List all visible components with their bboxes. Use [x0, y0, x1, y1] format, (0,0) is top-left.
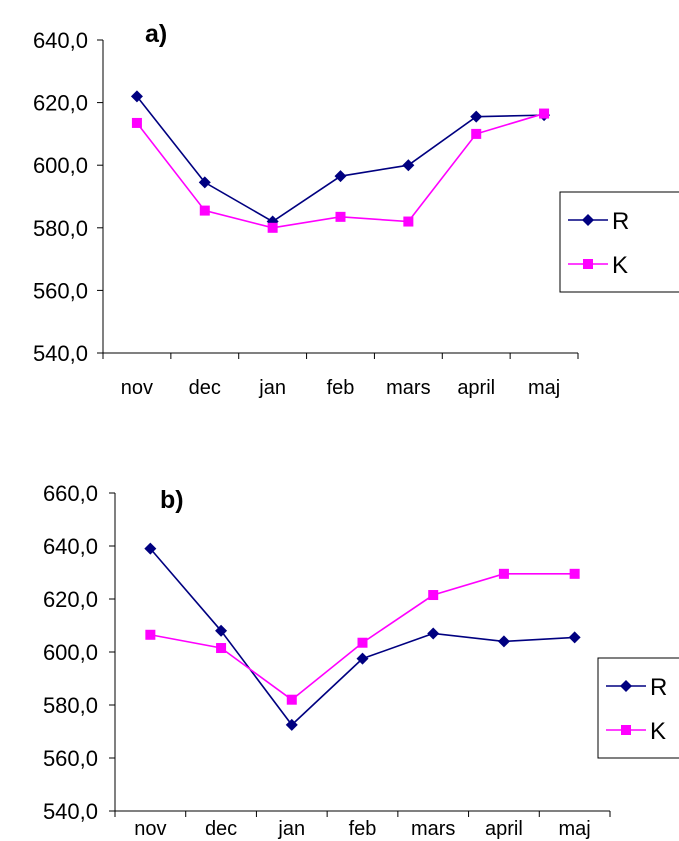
chart-b-series-K-point	[216, 643, 227, 654]
chart-a-series-K-point	[199, 205, 210, 216]
chart-a-y-tick-label: 540,0	[33, 341, 88, 366]
chart-b-y-tick-label: 540,0	[43, 799, 98, 824]
chart-b-series-K-point	[428, 590, 439, 601]
chart-a-legend-box	[559, 191, 679, 293]
chart-a-series-R-point	[198, 176, 211, 189]
chart-a-series-K-point	[403, 216, 414, 227]
chart-a-series-K-point	[471, 128, 482, 139]
chart-b-series-K-point	[286, 694, 297, 705]
chart-a-x-tick-label: maj	[528, 377, 560, 399]
chart-b-series-R-point	[427, 627, 440, 640]
chart-b-y-tick-label: 580,0	[43, 693, 98, 718]
chart-a-x-tick-label: nov	[121, 377, 153, 399]
chart-a-y-tick-label: 560,0	[33, 278, 88, 303]
chart-a-legend-R-label: R	[612, 208, 629, 235]
chart-b-legend-R-label: R	[650, 674, 667, 701]
chart-b-legend-box	[597, 657, 679, 759]
chart-a-series-R-point	[470, 110, 483, 123]
chart-b-series-R-line	[149, 548, 575, 727]
chart-b-series-R-point	[356, 652, 369, 665]
chart-b-y-tick-label: 620,0	[43, 587, 98, 612]
chart-a-x-tick-label: dec	[189, 377, 221, 399]
chart-b-legend-K-label: K	[650, 718, 666, 745]
chart-b-series-K-line	[150, 573, 575, 701]
chart-a-series-R-point	[334, 170, 347, 183]
chart-b-series-K-point	[357, 637, 368, 648]
chart-b-x-tick-label: jan	[277, 818, 305, 840]
chart-a-y-tick-label: 640,0	[33, 28, 88, 53]
chart-a-series-K-point	[539, 108, 550, 119]
chart-b-legend-R-marker	[620, 680, 632, 692]
chart-b-series-R-point	[144, 542, 157, 555]
chart-b-x-tick-label: feb	[349, 818, 377, 840]
chart-a-series-R-point	[130, 90, 143, 103]
chart-b-y-tick-label: 560,0	[43, 746, 98, 771]
chart-b-title: b)	[160, 486, 184, 514]
chart-a-series-K-point	[267, 222, 278, 233]
chart-b-series-R-point	[215, 624, 228, 637]
chart-a-series-K-point	[131, 117, 142, 128]
chart-b-series-K-point	[569, 568, 580, 579]
chart-a-legend-R-marker	[582, 214, 594, 226]
chart-b-y-tick-label: 600,0	[43, 640, 98, 665]
chart-b-x-tick-label: dec	[205, 818, 237, 840]
chart-b-series-K-point	[145, 629, 156, 640]
chart-b-series-K-point	[498, 568, 509, 579]
chart-a-y-tick-label: 580,0	[33, 216, 88, 241]
chart-b-y-tick-label: 660,0	[43, 481, 98, 506]
chart-a-title: a)	[145, 20, 167, 48]
chart-a-legend-K-label: K	[612, 252, 628, 279]
chart-a-y-tick-label: 600,0	[33, 153, 88, 178]
chart-b-y-tick-label: 640,0	[43, 534, 98, 559]
chart-a-series-R-point	[402, 159, 415, 172]
chart-a-x-tick-label: jan	[258, 377, 286, 399]
chart-b-x-tick-label: mars	[411, 818, 455, 840]
chart-b-series-R-point	[568, 631, 581, 644]
chart-a-x-tick-label: april	[457, 377, 495, 399]
chart-a-series-K-point	[335, 211, 346, 222]
chart-b-legend-K-marker	[621, 725, 631, 735]
chart-a-x-tick-label: feb	[327, 377, 355, 399]
chart-b-x-tick-label: april	[485, 818, 523, 840]
chart-a-x-tick-label: mars	[386, 377, 430, 399]
chart-a-y-tick-label: 620,0	[33, 91, 88, 116]
chart-b-x-tick-label: maj	[559, 818, 591, 840]
chart-b-series-R-point	[497, 635, 510, 648]
chart-b-series-R-point	[285, 718, 298, 731]
chart-b-x-tick-label: nov	[134, 818, 166, 840]
chart-a-legend-K-marker	[583, 259, 593, 269]
